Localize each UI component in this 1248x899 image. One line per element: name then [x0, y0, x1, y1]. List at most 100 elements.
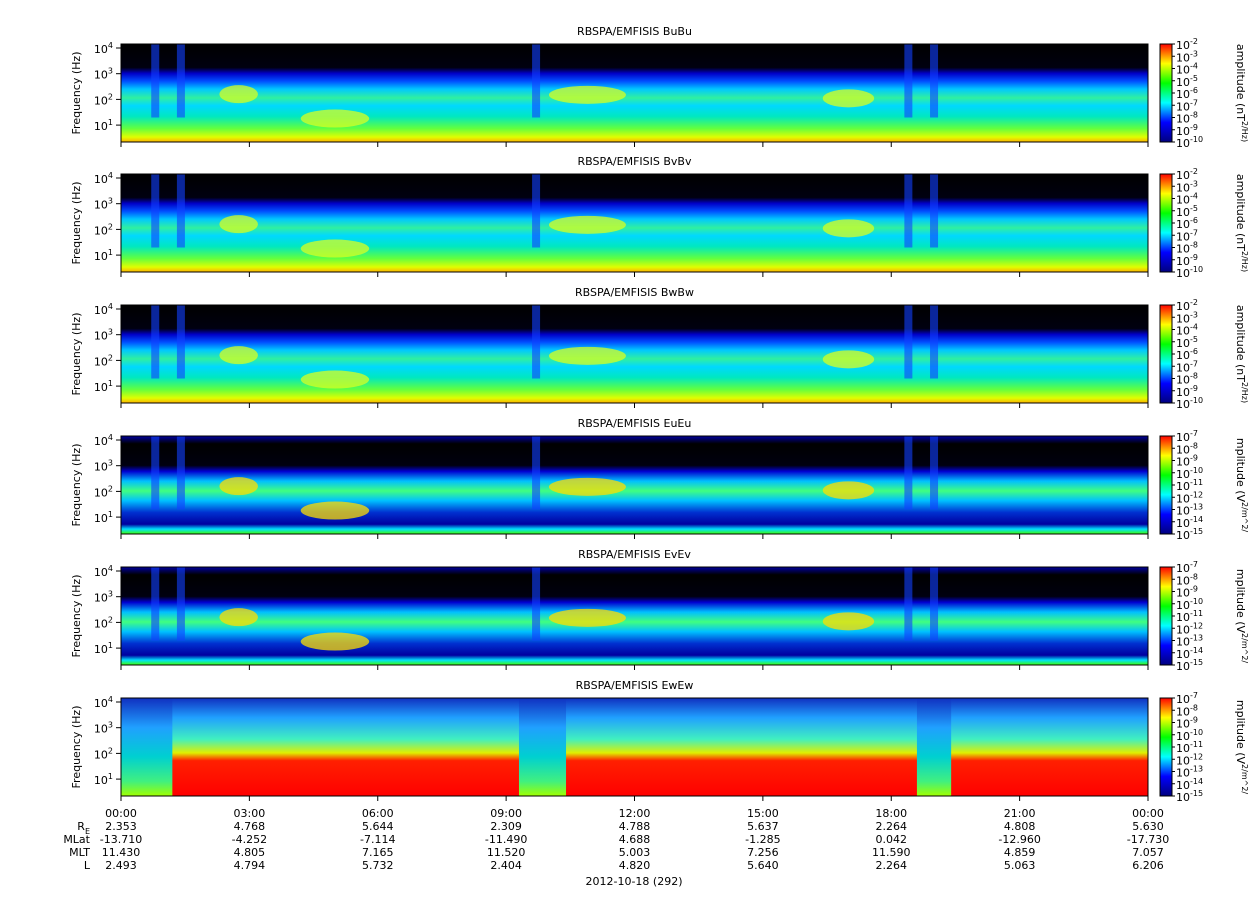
- panel-title: RBSPA/EMFISIS EvEv: [578, 548, 691, 561]
- y-axis-label: Frequency (Hz): [70, 313, 83, 396]
- spectrogram-fill: [532, 567, 541, 641]
- spectrogram-fill: [548, 85, 626, 104]
- ephemeris-value: 2.264: [876, 859, 908, 872]
- spectrogram-fill: [518, 698, 567, 796]
- colorbar-label: mplitude (V2/m^2/: [1234, 438, 1248, 533]
- y-axis-label: Frequency (Hz): [70, 575, 83, 658]
- x-tick-label: 09:00: [490, 807, 522, 820]
- spectrogram-fill: [176, 305, 185, 379]
- spectrogram-fill: [151, 305, 160, 379]
- ephemeris-value: 2.264: [876, 820, 908, 833]
- y-tick-label: 104: [94, 563, 113, 579]
- ephemeris-value: 5.003: [619, 846, 651, 859]
- y-tick-label: 104: [94, 432, 113, 448]
- spectrogram: [121, 698, 1148, 796]
- spectrogram-fill: [300, 370, 370, 389]
- colorbar-tick-label: 10-10: [1176, 596, 1203, 612]
- spectrogram-fill: [904, 174, 913, 248]
- panel-title: RBSPA/EMFISIS EwEw: [576, 679, 694, 692]
- panel-title: RBSPA/EMFISIS BwBw: [575, 286, 694, 299]
- spectrogram-fill: [532, 174, 541, 248]
- colorbar-tick-label: 10-5: [1176, 334, 1198, 350]
- colorbar-tick-label: 10-7: [1176, 691, 1198, 707]
- y-axis-label: Frequency (Hz): [70, 52, 83, 135]
- colorbar-tick-label: 10-3: [1176, 310, 1198, 326]
- ephemeris-label: L: [84, 859, 91, 872]
- y-tick-label: 101: [94, 118, 113, 134]
- y-tick-label: 102: [94, 222, 113, 238]
- colorbar-tick-label: 10-14: [1176, 514, 1203, 530]
- ephemeris-value: 2.353: [105, 820, 137, 833]
- colorbar-label: mplitude (V2/m^2/: [1234, 700, 1248, 795]
- colorbar-tick-label: 10-4: [1176, 322, 1198, 338]
- ephemeris-value: 2.493: [105, 859, 137, 872]
- colorbar-tick-label: 10-13: [1176, 633, 1203, 649]
- ephemeris-value: 2.404: [490, 859, 522, 872]
- spectrogram-fill: [904, 44, 913, 118]
- colorbar: [1159, 435, 1173, 535]
- ephemeris-value: -4.252: [232, 833, 267, 846]
- ephemeris-value: 6.206: [1132, 859, 1164, 872]
- spectrogram-fill: [532, 44, 541, 118]
- spectrogram-fill: [822, 350, 875, 369]
- spectrogram-fill: [548, 346, 626, 365]
- colorbar-label: amplitude (nT2/Hz): [1234, 174, 1248, 272]
- spectrogram-fill: [822, 612, 875, 631]
- colorbar-tick-label: 10-11: [1176, 609, 1203, 625]
- y-tick-label: 102: [94, 484, 113, 500]
- spectrogram-fill: [121, 436, 1148, 534]
- spectrogram-fill: [219, 215, 258, 234]
- colorbar-tick-label: 10-7: [1176, 359, 1198, 375]
- colorbar-tick-label: 10-8: [1176, 240, 1198, 256]
- colorbar-tick-label: 10-3: [1176, 49, 1198, 65]
- colorbar-tick-label: 10-13: [1176, 502, 1203, 518]
- date-label: 2012-10-18 (292): [585, 875, 682, 888]
- spectrogram-fill: [219, 85, 258, 104]
- ephemeris-value: 4.859: [1004, 846, 1036, 859]
- ephemeris-value: 4.794: [234, 859, 266, 872]
- y-tick-label: 104: [94, 301, 113, 317]
- spectrogram-fill: [916, 698, 952, 796]
- spectrogram-fill: [121, 44, 1148, 142]
- colorbar-tick-label: 10-14: [1176, 776, 1203, 792]
- y-tick-label: 103: [94, 196, 113, 212]
- ephemeris-value: -13.710: [100, 833, 142, 846]
- colorbar-tick-label: 10-15: [1176, 658, 1203, 674]
- colorbar-tick-label: 10-8: [1176, 110, 1198, 126]
- colorbar-tick-label: 10-12: [1176, 621, 1203, 637]
- ephemeris-value: 11.590: [872, 846, 911, 859]
- colorbar: [1159, 697, 1173, 797]
- colorbar-tick-label: 10-7: [1176, 228, 1198, 244]
- colorbar-tick-label: 10-10: [1176, 465, 1203, 481]
- ephemeris-value: -7.114: [360, 833, 395, 846]
- colorbar-tick-label: 10-14: [1176, 645, 1203, 661]
- ephemeris-value: 5.640: [747, 859, 779, 872]
- colorbar-tick-label: 10-9: [1176, 122, 1198, 138]
- spectrogram-fill: [151, 567, 160, 641]
- colorbar-tick-label: 10-5: [1176, 203, 1198, 219]
- spectrogram-fill: [822, 89, 875, 108]
- y-tick-label: 101: [94, 772, 113, 788]
- x-tick-label: 12:00: [619, 807, 651, 820]
- ephemeris-label: MLT: [69, 846, 90, 859]
- colorbar-label: amplitude (nT2/Hz): [1234, 305, 1248, 403]
- colorbar: [1159, 566, 1173, 666]
- colorbar-tick-label: 10-6: [1176, 347, 1198, 363]
- colorbar-tick-label: 10-7: [1176, 98, 1198, 114]
- colorbar-tick-label: 10-13: [1176, 764, 1203, 780]
- colorbar: [1159, 173, 1173, 273]
- ephemeris-value: 5.063: [1004, 859, 1036, 872]
- y-axis-label: Frequency (Hz): [70, 444, 83, 527]
- ephemeris-value: 5.630: [1132, 820, 1164, 833]
- ephemeris-value: 0.042: [876, 833, 908, 846]
- x-tick-label: 06:00: [362, 807, 394, 820]
- spectrogram-fill: [300, 501, 370, 520]
- x-tick-label: 00:00: [105, 807, 137, 820]
- colorbar-tick-label: 10-4: [1176, 191, 1198, 207]
- colorbar-label: amplitude (nT2/Hz): [1234, 44, 1248, 142]
- spectrogram-fill: [822, 219, 875, 238]
- colorbar-tick-label: 10-10: [1176, 265, 1203, 281]
- colorbar-tick-label: 10-6: [1176, 216, 1198, 232]
- spectrogram-fill: [300, 239, 370, 258]
- ephemeris-label: MLat: [63, 833, 90, 846]
